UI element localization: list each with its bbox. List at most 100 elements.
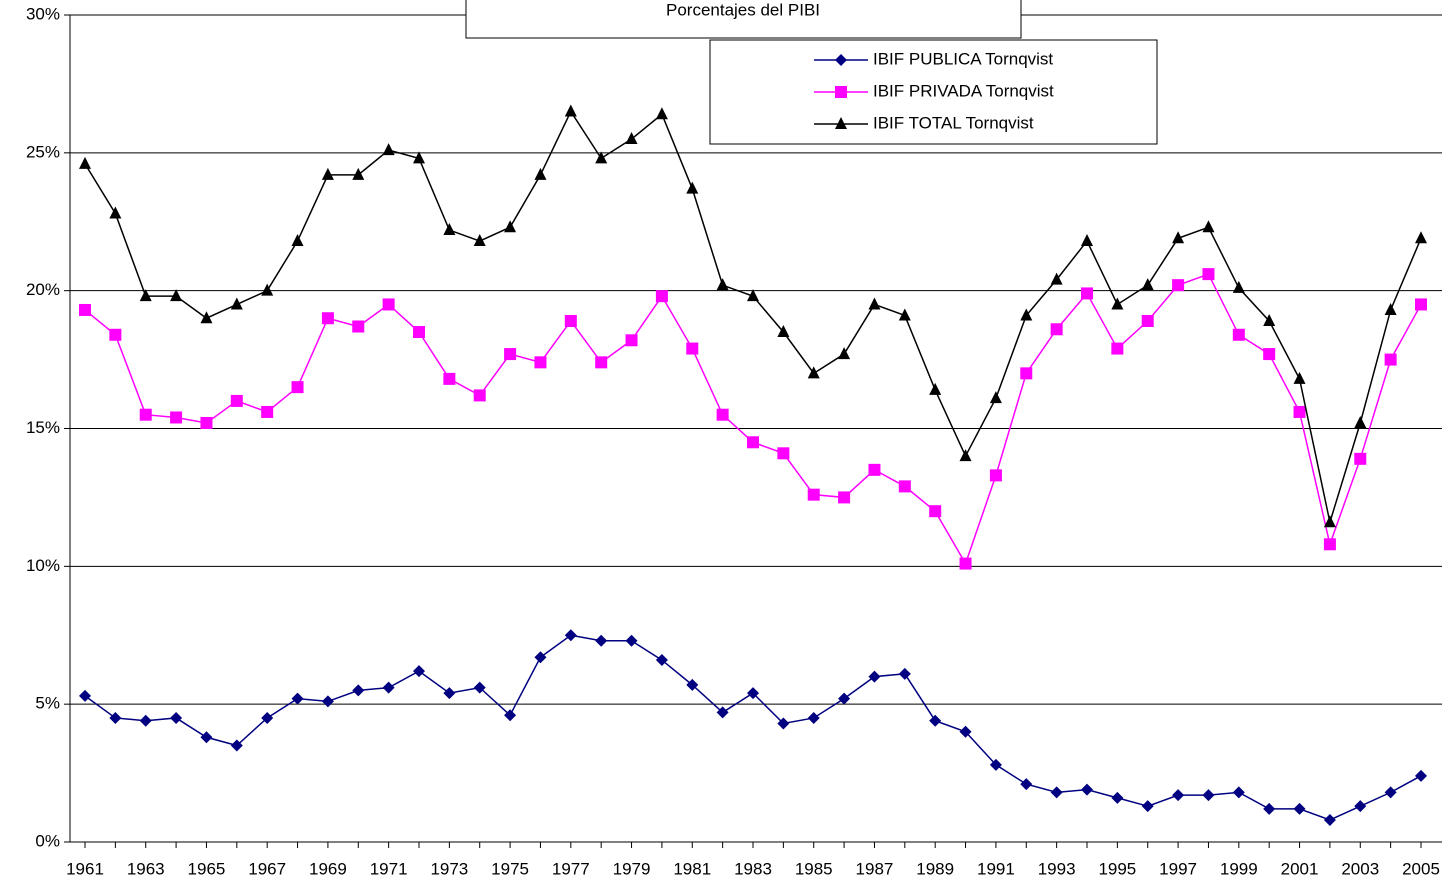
point [534, 356, 547, 369]
point [1081, 783, 1093, 796]
point [655, 654, 668, 667]
x-tick-label: 1965 [188, 859, 226, 878]
point [261, 283, 274, 296]
point [898, 308, 911, 321]
point [1141, 800, 1154, 813]
point [170, 289, 183, 302]
point [382, 681, 395, 694]
point [686, 181, 699, 194]
x-tick-label: 1993 [1038, 859, 1076, 878]
point [625, 334, 638, 347]
x-tick-label: 1961 [66, 859, 104, 878]
point [170, 711, 183, 724]
point [504, 348, 517, 361]
series-line [84, 109, 1422, 526]
point [534, 167, 547, 180]
point [1111, 342, 1124, 355]
point [686, 678, 699, 691]
point [504, 220, 517, 233]
point [1323, 538, 1336, 551]
x-tick-label: 1997 [1159, 859, 1197, 878]
point [655, 290, 668, 303]
point [1141, 314, 1154, 327]
x-tick-label: 1985 [795, 859, 833, 878]
point [1293, 371, 1306, 384]
point [777, 325, 790, 338]
point [1384, 302, 1397, 315]
point [1263, 313, 1276, 326]
point [564, 314, 577, 327]
point [1293, 405, 1306, 418]
point [443, 687, 456, 700]
point [352, 320, 365, 333]
y-tick-label: 10% [26, 556, 60, 575]
x-tick-label: 1991 [977, 859, 1015, 878]
point [200, 731, 213, 744]
point [139, 714, 152, 727]
point [959, 557, 972, 570]
point [747, 436, 759, 449]
x-tick-label: 2005 [1402, 859, 1440, 878]
x-tick-label: 1969 [309, 859, 347, 878]
point [79, 303, 91, 316]
point [1384, 353, 1397, 366]
point [382, 298, 395, 311]
point [413, 665, 425, 678]
x-tick-label: 1971 [370, 859, 408, 878]
point [564, 629, 577, 642]
x-tick-label: 1963 [127, 859, 165, 878]
point [929, 382, 942, 395]
point [1263, 348, 1276, 361]
point [807, 488, 820, 501]
point [109, 328, 122, 341]
point [1202, 268, 1215, 281]
point [838, 347, 851, 360]
point [959, 725, 972, 738]
point [989, 391, 1002, 404]
point [321, 312, 334, 325]
point [655, 107, 668, 120]
point [1172, 279, 1185, 292]
point [838, 491, 851, 504]
x-tick-label: 1995 [1098, 859, 1136, 878]
point [989, 469, 1002, 482]
point [686, 342, 699, 355]
point [835, 54, 847, 66]
point [139, 408, 152, 421]
point [1354, 415, 1367, 428]
point [230, 297, 243, 310]
point [1141, 278, 1154, 291]
point [868, 670, 881, 683]
point [595, 634, 608, 647]
point [382, 143, 395, 156]
point [777, 447, 790, 460]
y-tick-label: 5% [35, 694, 60, 713]
point [625, 132, 638, 145]
point [929, 505, 942, 518]
legend-label: IBIF PUBLICA Tornqvist [873, 49, 1053, 68]
point [1050, 323, 1063, 336]
point [1354, 800, 1367, 813]
point [1384, 786, 1397, 799]
point [835, 86, 847, 98]
y-tick-label: 25% [26, 142, 60, 161]
point [1020, 778, 1033, 791]
x-tick-label: 1987 [856, 859, 894, 878]
point [1050, 272, 1063, 285]
point [443, 223, 456, 236]
point [747, 687, 759, 700]
point [835, 117, 847, 129]
point [989, 758, 1002, 771]
point [261, 405, 274, 418]
point [79, 156, 91, 169]
point [1263, 802, 1276, 815]
x-tick-label: 1979 [613, 859, 651, 878]
point [1050, 786, 1063, 799]
point [291, 234, 304, 247]
plot: 0% 5% 10% 15% 20% 25% 30% 1961 1963 1965 1967 1969 1… [26, 4, 1442, 878]
point [1293, 802, 1306, 815]
point [625, 634, 638, 647]
legend-label: IBIF TOTAL Tornqvist [873, 113, 1034, 132]
point [959, 449, 972, 462]
